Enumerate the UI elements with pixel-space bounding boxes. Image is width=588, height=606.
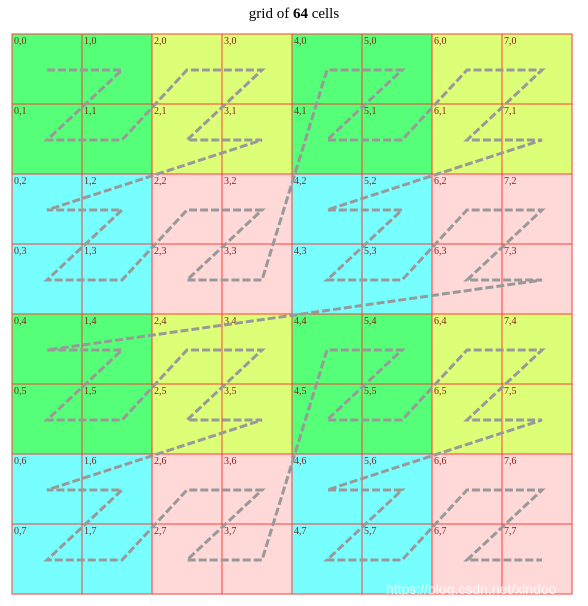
cell-label: 6,1 [434,106,447,117]
cell-label: 1,1 [84,106,97,117]
cell-label: 5,1 [364,106,377,117]
cell-label: 0,7 [14,526,27,537]
cell-label: 2,4 [154,316,167,327]
cell-label: 2,0 [154,36,167,47]
cell-label: 4,5 [294,386,307,397]
cell-label: 5,7 [364,526,377,537]
cell-label: 3,3 [224,246,237,257]
cell-label: 1,7 [84,526,97,537]
cell-count: 64 [292,6,308,22]
cell-label: 7,1 [504,106,517,117]
cell-label: 3,0 [224,36,237,47]
cell-label: 7,2 [504,176,517,187]
cell-label: 2,3 [154,246,167,257]
cell-label: 7,4 [504,316,517,327]
cell-label: 1,4 [84,316,97,327]
cell-label: 7,6 [504,456,517,467]
grid-cell [291,33,363,105]
grid-cell [151,103,223,175]
z-curve-line [43,68,546,562]
cell-label: 5,2 [364,176,377,187]
grid-cell [501,173,573,245]
cell-label: 1,2 [84,176,97,187]
cell-label: 0,3 [14,246,27,257]
cell-label: 4,7 [294,526,307,537]
cell-label: 0,1 [14,106,27,117]
cell-label: 0,5 [14,386,27,397]
cell-label: 1,5 [84,386,97,397]
cell-label: 3,6 [224,456,237,467]
cell-label: 6,5 [434,386,447,397]
title-suffix: cells [307,6,340,22]
grid-cell [501,453,573,525]
watermark: https://blog.csdn.net/xindoo [386,581,557,597]
cell-label: 3,5 [224,386,237,397]
cell-label: 5,5 [364,386,377,397]
cell-label: 6,4 [434,316,447,327]
cell-label: 5,4 [364,316,377,327]
cell-label: 2,5 [154,386,167,397]
cell-label: 6,0 [434,36,447,47]
grid-cell [501,33,573,105]
cell-label: 5,0 [364,36,377,47]
cell-label: 6,2 [434,176,447,187]
grid-cell [501,103,573,175]
cell-label: 6,3 [434,246,447,257]
grid-cell [151,173,223,245]
page-title: grid of 64 cells [0,6,588,23]
cell-label: 7,7 [504,526,517,537]
cell-label: 3,4 [224,316,237,327]
cell-label: 0,2 [14,176,27,187]
cell-label: 0,4 [14,316,27,327]
cell-label: 5,3 [364,246,377,257]
labels-layer: 0,0 1,0 2,0 3,0 4,0 5,0 6,0 7,0 0,1 1,1 2,1 3,1 4,1 5… [14,36,517,537]
cell-label: 2,7 [154,526,167,537]
cell-label: 6,7 [434,526,447,537]
cell-label: 2,6 [154,456,167,467]
z-order-path [43,68,546,562]
cell-label: 3,1 [224,106,237,117]
cell-label: 4,3 [294,246,307,257]
cell-label: 4,0 [294,36,307,47]
cell-label: 3,2 [224,176,237,187]
cell-label: 7,0 [504,36,517,47]
cell-label: 4,2 [294,176,307,187]
cell-label: 7,3 [504,246,517,257]
grid-cell [501,383,573,455]
title-prefix: grid of [248,6,293,22]
cell-label: 4,1 [294,106,307,117]
cell-label: 1,3 [84,246,97,257]
cell-label: 1,0 [84,36,97,47]
cell-label: 6,6 [434,456,447,467]
cell-label: 1,6 [84,456,97,467]
cell-label: 7,5 [504,386,517,397]
cell-label: 4,6 [294,456,307,467]
cell-label: 3,7 [224,526,237,537]
cell-label: 5,6 [364,456,377,467]
cell-label: 0,0 [14,36,27,47]
cell-label: 0,6 [14,456,27,467]
cell-label: 4,4 [294,316,307,327]
cell-label: 2,2 [154,176,167,187]
cell-label: 2,1 [154,106,167,117]
